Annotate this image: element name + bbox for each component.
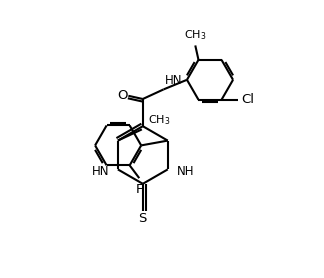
Text: CH$_3$: CH$_3$ — [148, 113, 171, 127]
Text: NH: NH — [177, 165, 194, 177]
Text: S: S — [139, 212, 147, 225]
Text: O: O — [117, 89, 128, 102]
Text: HN: HN — [165, 74, 183, 87]
Text: Cl: Cl — [241, 93, 254, 106]
Text: HN: HN — [91, 165, 109, 177]
Text: F: F — [135, 183, 143, 196]
Text: CH$_3$: CH$_3$ — [184, 28, 206, 42]
